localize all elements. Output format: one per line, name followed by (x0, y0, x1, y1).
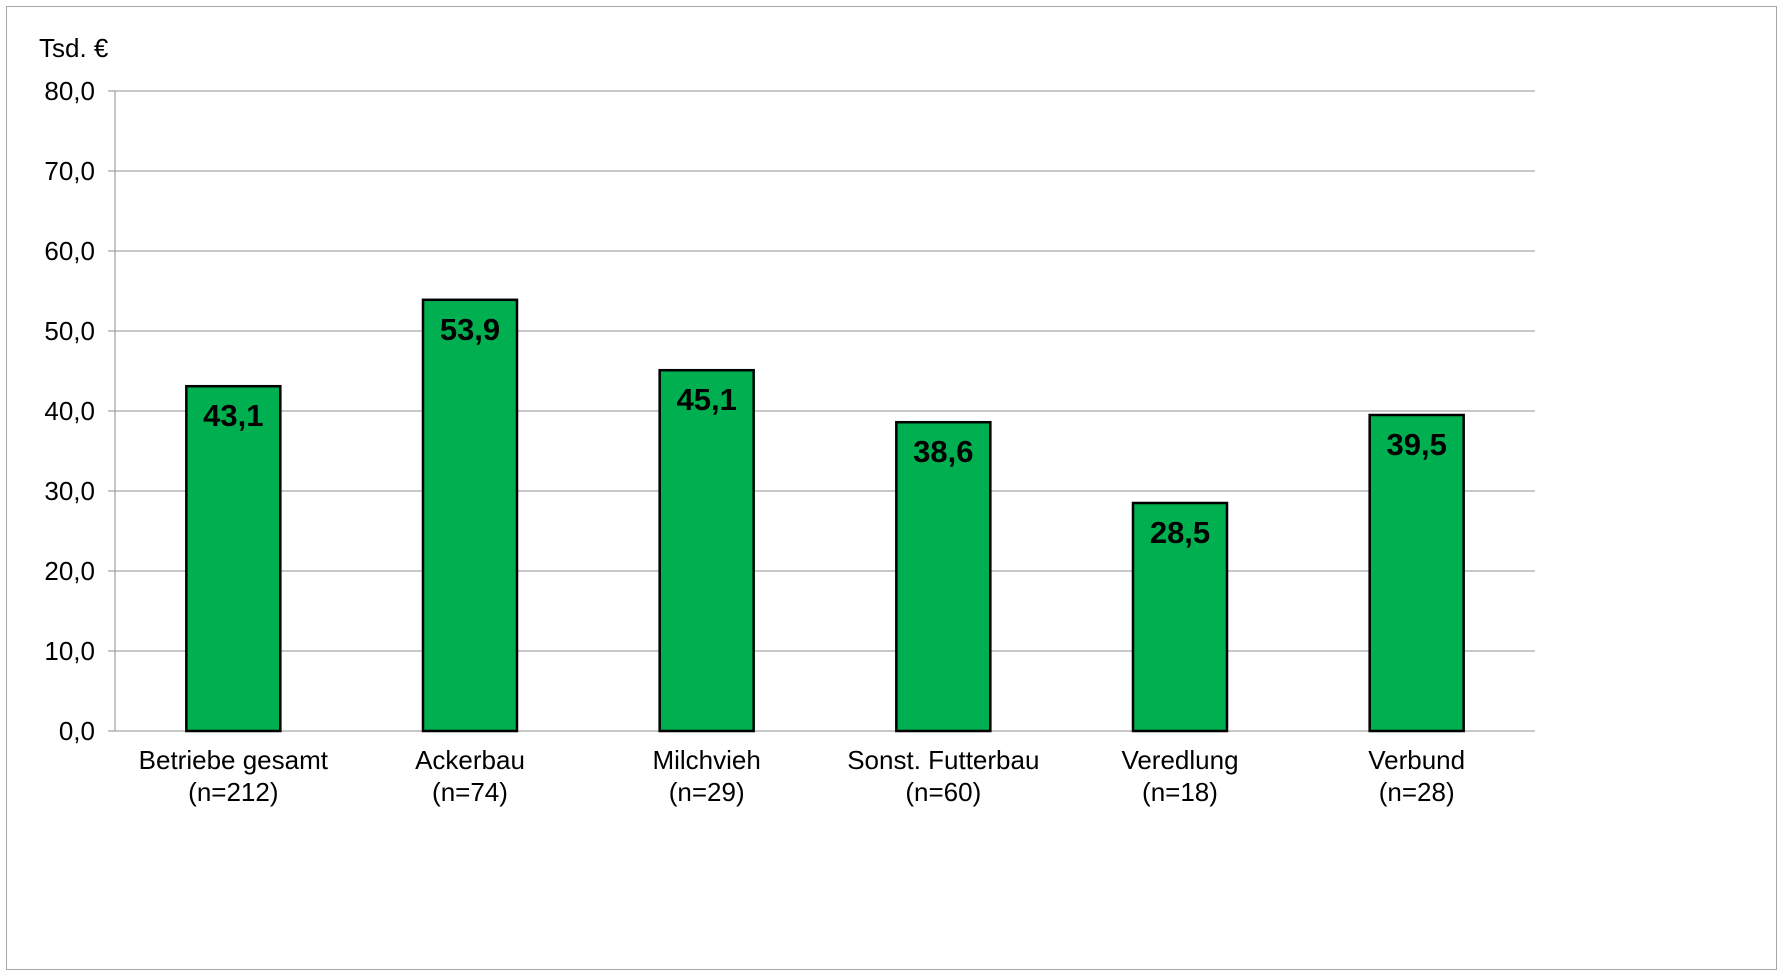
x-category-label: Betriebe gesamt (139, 745, 329, 775)
x-category-label: Veredlung (1121, 745, 1238, 775)
gridlines (114, 90, 1535, 732)
y-tick-label: 0,0 (59, 716, 95, 746)
bar-value-label: 45,1 (676, 382, 736, 417)
bar (185, 384, 282, 733)
x-category-count: (n=60) (905, 777, 981, 807)
bar-value-label: 39,5 (1386, 427, 1446, 462)
y-tick-label: 50,0 (44, 316, 95, 346)
bar (1131, 501, 1229, 733)
y-tick-label: 40,0 (44, 396, 95, 426)
y-tick-label: 80,0 (44, 76, 95, 106)
x-category-count: (n=74) (432, 777, 508, 807)
y-tick-label: 60,0 (44, 236, 95, 266)
bar-value-label: 43,1 (203, 398, 263, 433)
x-category-label: Verbund (1368, 745, 1465, 775)
data-labels: 43,1 53,9 45,1 38,6 28,5 39,5 (203, 312, 1447, 550)
x-category-count: (n=28) (1379, 777, 1455, 807)
y-tick-label: 10,0 (44, 636, 95, 666)
x-category-count: (n=212) (188, 777, 278, 807)
chart-frame: Tsd. € 0,0 10,0 20,0 30,0 40,0 50,0 60,0 70,0 80… (6, 6, 1777, 970)
bar-value-label: 28,5 (1150, 515, 1210, 550)
y-tick-label: 70,0 (44, 156, 95, 186)
x-category-label: Sonst. Futterbau (847, 745, 1039, 775)
bar (421, 298, 519, 733)
x-category-count: (n=29) (669, 777, 745, 807)
y-tick-label: 20,0 (44, 556, 95, 586)
y-axis-ticks: 0,0 10,0 20,0 30,0 40,0 50,0 60,0 70,0 80,0 (44, 76, 115, 746)
bar (658, 368, 755, 733)
bars (185, 298, 1465, 733)
x-axis-categories: Betriebe gesamt(n=212) Ackerbau(n=74) Milc… (139, 745, 1465, 807)
bar-value-label: 38,6 (913, 434, 973, 469)
y-axis-unit-label: Tsd. € (39, 33, 109, 63)
y-tick-label: 30,0 (44, 476, 95, 506)
bar (1368, 413, 1465, 733)
bar (895, 420, 992, 733)
x-category-label: Milchvieh (652, 745, 760, 775)
x-category-count: (n=18) (1142, 777, 1218, 807)
bar-value-label: 53,9 (440, 312, 500, 347)
bar-chart: Tsd. € 0,0 10,0 20,0 30,0 40,0 50,0 60,0 70,0 80… (39, 33, 1535, 807)
x-category-label: Ackerbau (415, 745, 525, 775)
